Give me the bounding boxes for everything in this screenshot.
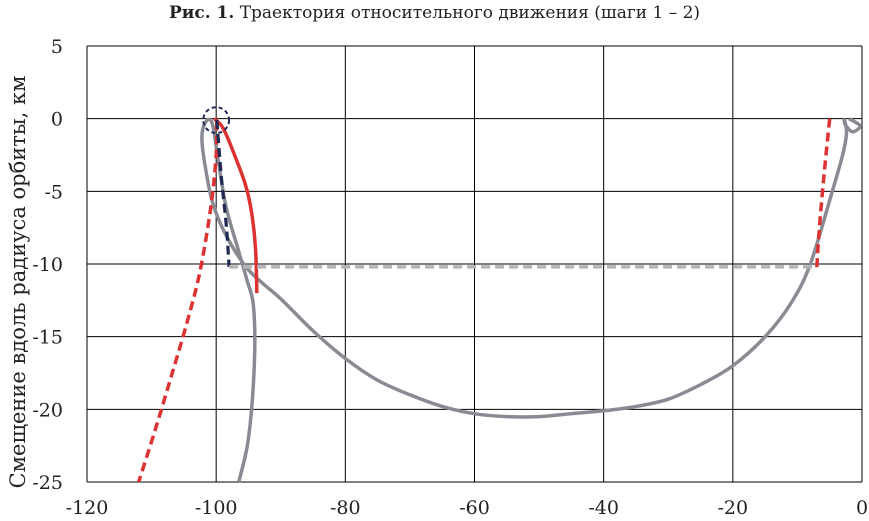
x-tick-label: -40	[588, 497, 619, 519]
y-tick-label: -10	[32, 254, 63, 276]
x-tick-labels: -120 -100 -80 -60 -40 -20 0	[66, 497, 868, 519]
x-tick-label: -60	[459, 497, 490, 519]
x-tick-label: -20	[718, 497, 749, 519]
y-axis-label: Смещение вдоль радиуса орбиты, км	[6, 76, 30, 489]
annotation-group	[202, 106, 231, 135]
y-tick-label: -5	[44, 181, 63, 203]
x-tick-label: -100	[195, 497, 238, 519]
caption-text: Траектория относительного движения (шаги…	[239, 3, 701, 23]
x-tick-label: -120	[66, 497, 109, 519]
y-tick-label: -20	[32, 399, 63, 421]
y-tick-label: 5	[51, 36, 63, 58]
trajectory-series-5	[815, 118, 832, 269]
y-tick-labels: 5 0 -5 -10 -15 -20 -25	[32, 36, 63, 494]
trajectory-series-2	[212, 117, 259, 294]
y-tick-label: 0	[51, 109, 63, 131]
trajectory-series-1	[200, 117, 862, 483]
x-tick-label: 0	[856, 497, 868, 519]
series-group	[136, 117, 862, 483]
caption-label: Рис. 1.	[168, 3, 235, 23]
trajectory-series-4	[215, 119, 231, 268]
figure-caption: Рис. 1. Траектория относительного движен…	[0, 3, 869, 23]
x-tick-label: -80	[330, 497, 361, 519]
dashed-circle-annotation	[202, 106, 231, 135]
y-tick-label: -15	[32, 327, 63, 349]
trajectory-series-3	[136, 121, 219, 483]
grid-lines	[86, 45, 863, 483]
y-tick-label: -25	[32, 472, 63, 494]
